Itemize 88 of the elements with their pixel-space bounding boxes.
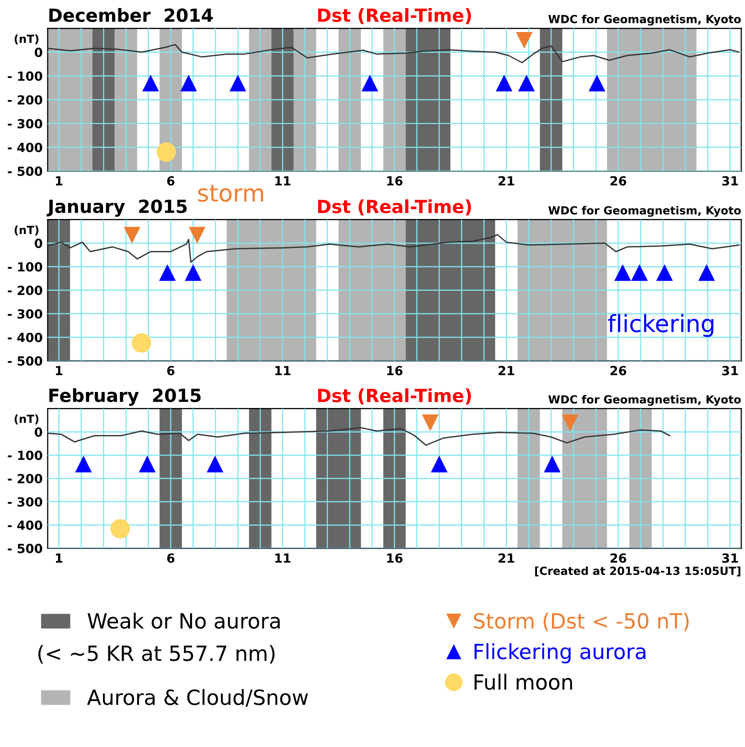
x-tick-label: 16 — [387, 176, 403, 186]
text: WDC for Geomagnetism, Kyoto — [548, 206, 741, 217]
x-tick-label: 26 — [610, 553, 626, 563]
y-tick-label: - 100 — [8, 450, 42, 460]
y-tick-label: - 100 — [8, 71, 42, 81]
y-tick-label: - 200 — [8, 474, 42, 484]
point — [518, 74, 535, 92]
x-tick-label: 11 — [275, 176, 290, 186]
y-tick-label: - 300 — [8, 497, 42, 507]
point — [132, 333, 152, 353]
point — [124, 226, 140, 244]
y-tick-label: - 500 — [8, 166, 42, 176]
legend-label: Weak or No aurora — [88, 612, 280, 629]
point — [206, 456, 224, 472]
y-tick-label: - 400 — [8, 332, 42, 342]
line-series — [48, 427, 670, 446]
legend-label: Flickering aurora — [474, 643, 646, 664]
point — [631, 264, 648, 281]
text: (< ~5 KR at 557.7 nm) — [38, 645, 275, 664]
text: WDC for Geomagnetism, Kyoto — [548, 394, 741, 406]
chart-title: February 2015 — [49, 388, 201, 406]
point — [656, 264, 673, 281]
point — [698, 264, 715, 281]
point — [184, 264, 202, 281]
point — [188, 226, 206, 244]
x-tick-label: 31 — [722, 366, 738, 376]
legend-label: Aurora & Cloud/Snow — [87, 689, 308, 707]
x-tick-label: 1 — [56, 176, 62, 186]
point — [159, 264, 176, 281]
point — [110, 519, 130, 538]
text: storm — [198, 184, 264, 202]
y-axis-title: (nT) — [14, 414, 38, 424]
point — [562, 414, 578, 432]
x-tick-label: 21 — [498, 553, 514, 563]
x-tick-label: 16 — [387, 366, 403, 376]
x-tick-label: 6 — [167, 366, 174, 376]
legend-label: Storm (Dst < -50 nT) — [474, 612, 689, 632]
y-tick-label: - 400 — [8, 142, 42, 152]
x-tick-label: 26 — [610, 366, 626, 376]
y-axis-title: (nT) — [14, 34, 38, 44]
point — [588, 74, 606, 92]
point — [516, 32, 533, 49]
point — [544, 456, 561, 472]
point — [75, 456, 92, 472]
point — [230, 74, 246, 92]
y-tick-label: - 500 — [8, 356, 42, 366]
point — [142, 74, 159, 92]
x-tick-label: 11 — [275, 554, 290, 563]
x-tick-label: 11 — [275, 366, 290, 376]
legend-label: Full moon — [474, 674, 572, 690]
y-tick-label: - 300 — [8, 118, 42, 128]
chart-subtitle: Dst (Real-Time) — [318, 8, 471, 24]
y-tick-label: - 300 — [8, 309, 42, 319]
x-tick-label: 21 — [498, 176, 514, 186]
x-tick-label: 1 — [56, 366, 62, 376]
point — [138, 456, 156, 472]
y-tick-label: 0 — [34, 238, 42, 248]
x-tick-label: 6 — [167, 176, 174, 186]
y-tick-label: - 400 — [8, 520, 42, 530]
text: WDC for Geomagnetism, Kyoto — [548, 14, 741, 26]
point — [614, 264, 632, 281]
point — [422, 414, 439, 432]
y-tick-label: - 100 — [8, 262, 42, 272]
line-series — [48, 44, 740, 64]
x-tick-label: 26 — [610, 176, 626, 186]
x-tick-label: 1 — [56, 554, 62, 563]
text: [Created at 2015-04-13 15:05UT] — [535, 566, 740, 576]
y-axis-title: (nT) — [14, 226, 38, 236]
y-tick-label: - 200 — [8, 286, 42, 296]
x-tick-label: 31 — [722, 176, 738, 186]
point — [156, 142, 176, 162]
point — [362, 74, 378, 92]
x-tick-label: 31 — [722, 553, 738, 563]
y-tick-label: 0 — [34, 427, 42, 437]
chart-subtitle: Dst (Real-Time) — [318, 388, 471, 404]
x-tick-label: 16 — [387, 553, 403, 563]
y-tick-label: - 500 — [8, 544, 42, 554]
chart-title: December 2014 — [49, 8, 213, 22]
x-tick-label: 6 — [167, 553, 174, 563]
point — [496, 74, 512, 92]
x-tick-label: 21 — [498, 366, 514, 376]
annotation: flickering — [608, 314, 714, 337]
chart-title: January 2015 — [46, 200, 187, 217]
y-tick-label: - 200 — [8, 95, 42, 105]
point — [180, 74, 197, 92]
chart-subtitle: Dst (Real-Time) — [318, 199, 471, 216]
point — [430, 456, 448, 472]
y-tick-label: 0 — [34, 48, 42, 58]
